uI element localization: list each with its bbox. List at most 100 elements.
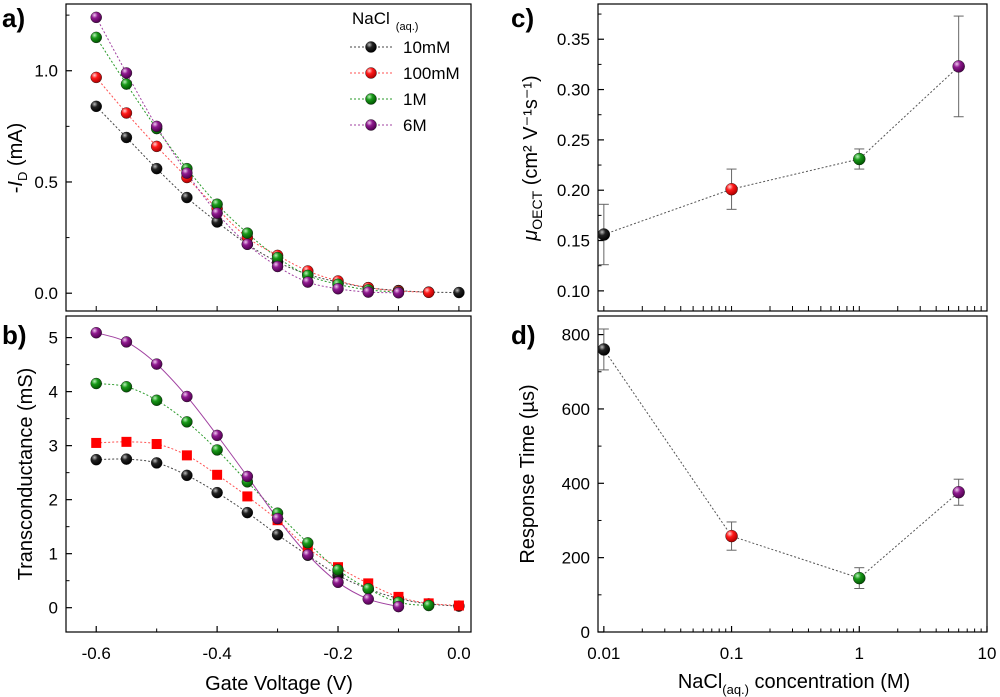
data-point-6M (332, 576, 344, 589)
plot-frame-d (597, 315, 988, 633)
data-point-100mM (181, 450, 192, 461)
data-point-1M (422, 599, 435, 612)
legend-marker-100mM (365, 67, 377, 79)
data-point-100mM (91, 437, 102, 448)
panel-label-c: c) (511, 3, 534, 33)
series-line-100mM (95, 77, 429, 293)
data-point-6M (90, 11, 102, 24)
legend-title: NaCl (aq.) (352, 9, 418, 33)
trend-line-d (603, 349, 959, 579)
data-point-6M (120, 336, 133, 348)
data-point-10mM (90, 453, 102, 466)
y-tick-label-b: 1 (49, 545, 58, 564)
data-point-1M (90, 31, 102, 44)
data-point-1M (120, 78, 133, 90)
legend-label-10mM: 10mM (403, 38, 450, 57)
y-ticks-a: 0.0 0.5 1.0 (34, 14, 460, 311)
plot-frame-b (65, 315, 472, 633)
data-point-6M (392, 287, 405, 299)
x-tick-label-d: 0.1 (720, 644, 744, 663)
data-point-10mM (597, 228, 611, 241)
panel-a: a) -ID (mA) 0.0 0.5 1.0 NaCl (aq.) 10mM 100m… (2, 3, 472, 312)
panel-label-a: a) (2, 3, 25, 33)
data-point-1M (181, 416, 193, 428)
data-point-6M (181, 167, 193, 179)
data-point-6M (362, 593, 374, 605)
y-tick-label-d: 400 (562, 474, 590, 493)
legend-label-100mM: 100mM (403, 64, 460, 83)
y-axis-title-a: -ID (mA) (5, 123, 30, 194)
y-tick-label-b: 5 (49, 329, 58, 348)
data-point-1M (241, 227, 254, 239)
data-point-1M (853, 152, 866, 166)
data-point-100mM (242, 491, 253, 502)
y-tick-label-d: 600 (562, 400, 590, 419)
y-tick-label-a: 0.0 (34, 284, 58, 303)
data-point-1M (332, 564, 344, 576)
y-tick-label-b: 0 (49, 599, 58, 618)
x-tick-label-b: 0.0 (447, 644, 471, 663)
data-point-10mM (120, 453, 133, 465)
series-group-b (90, 327, 465, 613)
data-point-1M (150, 394, 163, 406)
data-point-10mM (181, 191, 193, 204)
legend-label-1M: 1M (403, 90, 427, 109)
x-axis-title-d: NaCl(aq.) concentration (M) (678, 671, 910, 697)
y-tick-label-d: 0 (581, 623, 590, 642)
x-tick-label-b: -0.2 (323, 644, 352, 663)
x-tick-label-d: 1 (855, 644, 864, 663)
data-point-6M (952, 60, 965, 73)
y-tick-label-d: 200 (562, 549, 590, 568)
data-point-6M (241, 470, 254, 483)
data-point-100mM (422, 286, 435, 299)
data-point-1M (90, 377, 102, 390)
x-axis-title-b: Gate Voltage (V) (205, 673, 353, 695)
data-point-6M (332, 283, 344, 295)
plot-frame-c (597, 3, 988, 312)
series-line-6M (95, 17, 399, 294)
ticks-c: 0.10 0.15 0.20 0.25 0.30 0.35 (557, 13, 988, 311)
legend-marker-10mM (365, 41, 377, 53)
y-tick-label-c: 0.25 (557, 131, 590, 150)
series-line-1M (95, 37, 399, 293)
data-point-6M (181, 390, 193, 403)
trend-line-c (603, 66, 960, 235)
data-point-1M (362, 583, 374, 595)
series-group-d (597, 328, 965, 590)
series-group-c (597, 15, 965, 266)
data-point-10mM (453, 286, 465, 299)
panel-label-b: b) (2, 320, 27, 350)
panel-label-d: d) (511, 320, 536, 350)
y-tick-label-c: 0.35 (557, 30, 590, 49)
series-group-a (90, 11, 465, 299)
data-point-10mM (181, 469, 193, 482)
y-tick-label-c: 0.30 (557, 81, 590, 100)
y-axis-title-c: μOECT (cm² V⁻¹s⁻¹) (520, 75, 545, 241)
data-point-100mM (120, 107, 133, 119)
y-tick-label-b: 3 (49, 437, 58, 456)
data-point-6M (952, 486, 965, 499)
data-point-6M (90, 327, 102, 339)
legend-marker-6M (365, 119, 377, 131)
panel-d: d) Response Time (µs) NaCl(aq.) concentr… (511, 315, 997, 697)
y-axis-title-b: Transconductance (mS) (15, 368, 37, 581)
data-point-100mM (90, 71, 102, 84)
y-tick-label-c: 0.15 (557, 232, 590, 251)
data-point-10mM (150, 457, 163, 469)
y-tick-label-a: 0.5 (34, 173, 58, 192)
data-point-10mM (211, 486, 223, 499)
data-point-6M (211, 429, 223, 442)
data-point-100mM (453, 600, 464, 611)
data-point-6M (120, 67, 133, 79)
data-point-6M (362, 286, 374, 298)
panel-b: b) Transconductance (mS) Gate Voltage (V… (2, 315, 472, 695)
data-point-10mM (120, 131, 133, 144)
data-point-6M (241, 238, 254, 250)
ticks-d: 0 200 400 600 800 0.01 0.1 1 10 (562, 326, 997, 663)
x-tick-label-d: 10 (978, 644, 997, 663)
data-point-1M (853, 571, 866, 585)
y-axis-title-d: Response Time (µs) (517, 384, 539, 563)
data-point-1M (211, 444, 223, 456)
series-line-6M (96, 332, 399, 608)
